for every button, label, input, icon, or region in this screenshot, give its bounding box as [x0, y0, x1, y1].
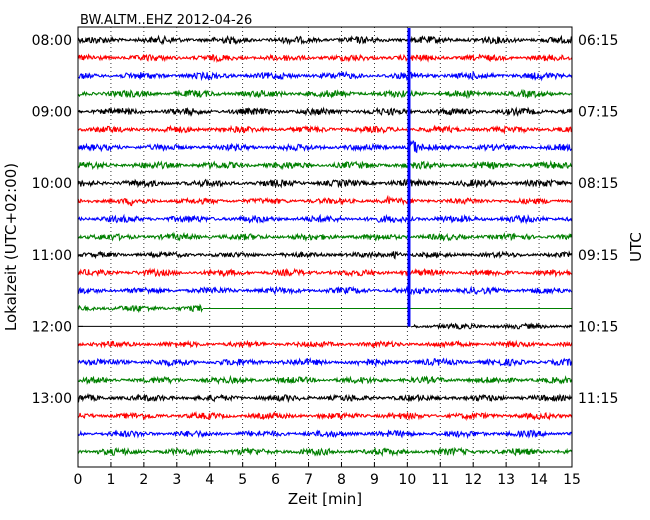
x-axis: 0 1 2 3 4 5 6 7 8 9 10 11 12 13 14 15 [74, 462, 581, 488]
x-tick-label: 11 [431, 472, 449, 488]
x-tick-label: 4 [205, 472, 214, 488]
chart-title: BW.ALTM..EHZ 2012-04-26 [80, 13, 252, 28]
left-tick-label: 11:00 [32, 248, 72, 264]
trace-0845 [77, 88, 573, 100]
x-tick-label: 10 [398, 472, 416, 488]
right-tick-label: 11:15 [578, 391, 618, 407]
x-tick-label: 7 [304, 472, 313, 488]
trace-1200 [410, 322, 573, 331]
left-axis-label: Lokalzeit (UTC+02:00) [2, 163, 20, 331]
right-tick-label: 08:15 [578, 176, 618, 192]
left-axis: 08:00 09:00 10:00 11:00 12:00 13:00 [32, 33, 83, 407]
trace-0930 [77, 139, 573, 154]
grid-lines [110, 27, 540, 467]
trace-1000 [77, 178, 573, 189]
left-tick-label: 10:00 [32, 176, 72, 192]
x-tick-label: 13 [497, 472, 515, 488]
x-tick-label: 12 [464, 472, 482, 488]
trace-1245 [77, 374, 573, 386]
trace-1030 [77, 213, 573, 225]
trace-0945 [77, 159, 572, 171]
trace-1300 [77, 392, 573, 404]
right-tick-label: 09:15 [578, 248, 618, 264]
x-tick-label: 8 [337, 472, 346, 488]
left-tick-label: 08:00 [32, 33, 72, 49]
trace-1015 [77, 194, 573, 207]
x-tick-label: 5 [238, 472, 247, 488]
right-tick-label: 06:15 [578, 33, 618, 49]
x-tick-label: 14 [530, 472, 548, 488]
x-axis-label: Zeit [min] [288, 490, 362, 508]
trace-1315 [77, 410, 573, 422]
x-tick-label: 15 [563, 472, 581, 488]
trace-group [77, 34, 573, 458]
left-tick-label: 09:00 [32, 105, 72, 121]
x-tick-label: 1 [106, 472, 115, 488]
trace-0915 [77, 124, 573, 135]
right-axis-label: UTC [627, 232, 645, 262]
trace-1045 [77, 231, 573, 242]
plot-frame [77, 26, 573, 468]
trace-1215 [77, 339, 573, 349]
trace-1330 [77, 429, 573, 440]
x-tick-label: 2 [139, 472, 148, 488]
trace-0800 [77, 34, 572, 46]
left-tick-label: 13:00 [32, 391, 72, 407]
trace-1345 [77, 446, 573, 458]
trace-1115 [77, 267, 573, 278]
trace-0830 [77, 70, 573, 82]
x-tick-label: 0 [74, 472, 83, 488]
right-tick-label: 10:15 [578, 319, 618, 335]
x-tick-label: 9 [370, 472, 379, 488]
trace-1100 [77, 250, 573, 260]
trace-0900 [77, 106, 573, 117]
trace-1230 [77, 357, 573, 368]
x-tick-label: 3 [172, 472, 181, 488]
trace-0815 [77, 53, 573, 64]
left-tick-label: 12:00 [32, 319, 72, 335]
trace-1130 [77, 285, 573, 296]
trace-1145 [78, 303, 204, 314]
right-tick-label: 07:15 [578, 105, 618, 121]
x-tick-label: 6 [271, 472, 280, 488]
right-axis: 06:15 07:15 08:15 09:15 10:15 11:15 [567, 33, 618, 407]
plot-area [78, 27, 572, 467]
